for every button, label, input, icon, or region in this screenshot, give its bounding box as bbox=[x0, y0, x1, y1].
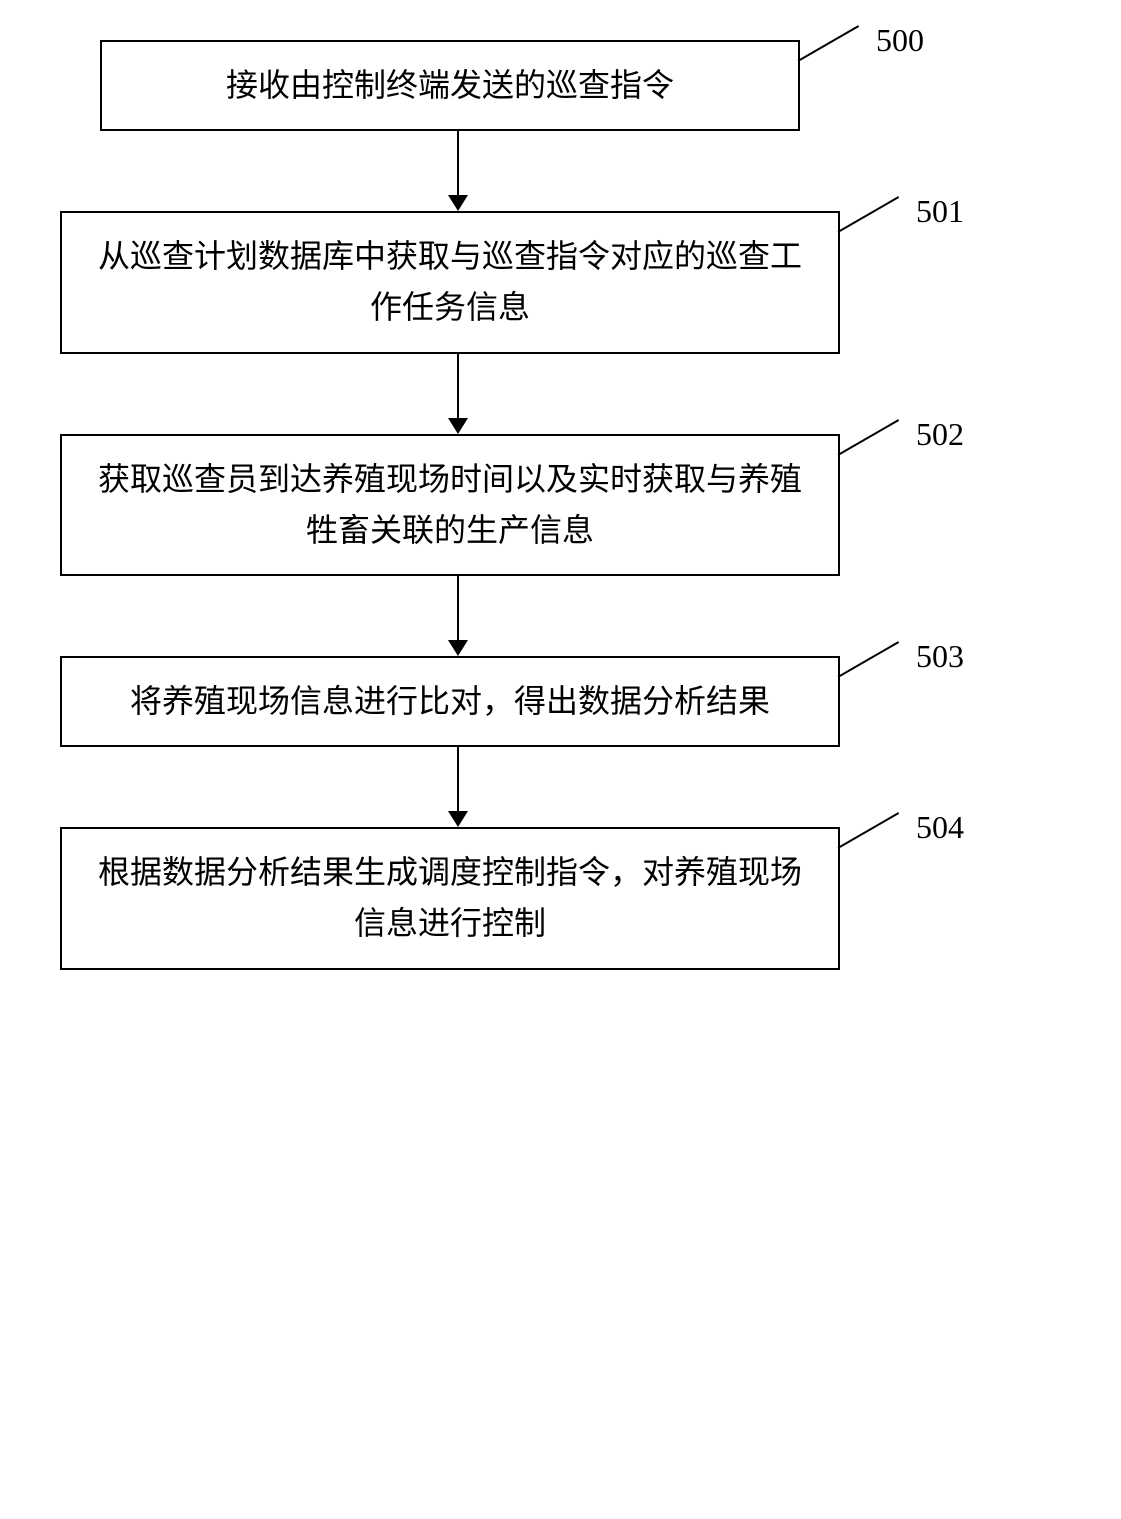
flowchart-container: 接收由控制终端发送的巡查指令 500 从巡查计划数据库中获取与巡查指令对应的巡查… bbox=[60, 40, 1061, 970]
arrow-head-icon bbox=[448, 195, 468, 211]
step-row: 根据数据分析结果生成调度控制指令，对养殖现场信息进行控制 504 bbox=[60, 827, 1061, 969]
label-connector bbox=[838, 419, 900, 456]
arrow bbox=[448, 354, 468, 434]
label-connector bbox=[838, 196, 900, 233]
label-connector bbox=[798, 25, 860, 62]
step-text: 将养殖现场信息进行比对，得出数据分析结果 bbox=[130, 683, 770, 719]
arrow-head-icon bbox=[448, 640, 468, 656]
step-label: 504 bbox=[916, 809, 964, 846]
step-box: 获取巡查员到达养殖现场时间以及实时获取与养殖牲畜关联的生产信息 bbox=[60, 434, 840, 576]
arrow-line bbox=[457, 747, 459, 811]
step-text: 根据数据分析结果生成调度控制指令，对养殖现场信息进行控制 bbox=[98, 854, 802, 941]
step-label: 501 bbox=[916, 193, 964, 230]
arrow-line bbox=[457, 131, 459, 195]
arrow-line bbox=[457, 354, 459, 418]
arrow bbox=[448, 576, 468, 656]
label-connector bbox=[838, 641, 900, 678]
step-box: 从巡查计划数据库中获取与巡查指令对应的巡查工作任务信息 bbox=[60, 211, 840, 353]
step-text: 从巡查计划数据库中获取与巡查指令对应的巡查工作任务信息 bbox=[98, 238, 802, 325]
step-label: 502 bbox=[916, 416, 964, 453]
step-box: 将养殖现场信息进行比对，得出数据分析结果 bbox=[60, 656, 840, 747]
step-text: 获取巡查员到达养殖现场时间以及实时获取与养殖牲畜关联的生产信息 bbox=[98, 461, 802, 548]
step-box: 接收由控制终端发送的巡查指令 bbox=[100, 40, 800, 131]
step-text: 接收由控制终端发送的巡查指令 bbox=[226, 67, 674, 103]
arrow-head-icon bbox=[448, 418, 468, 434]
arrow bbox=[448, 747, 468, 827]
step-row: 获取巡查员到达养殖现场时间以及实时获取与养殖牲畜关联的生产信息 502 bbox=[60, 434, 1061, 576]
arrow-head-icon bbox=[448, 811, 468, 827]
step-row: 从巡查计划数据库中获取与巡查指令对应的巡查工作任务信息 501 bbox=[60, 211, 1061, 353]
label-connector bbox=[838, 812, 900, 849]
arrow bbox=[448, 131, 468, 211]
step-label: 500 bbox=[876, 22, 924, 59]
step-row: 接收由控制终端发送的巡查指令 500 bbox=[60, 40, 1061, 131]
step-box: 根据数据分析结果生成调度控制指令，对养殖现场信息进行控制 bbox=[60, 827, 840, 969]
step-label: 503 bbox=[916, 638, 964, 675]
step-row: 将养殖现场信息进行比对，得出数据分析结果 503 bbox=[60, 656, 1061, 747]
arrow-line bbox=[457, 576, 459, 640]
